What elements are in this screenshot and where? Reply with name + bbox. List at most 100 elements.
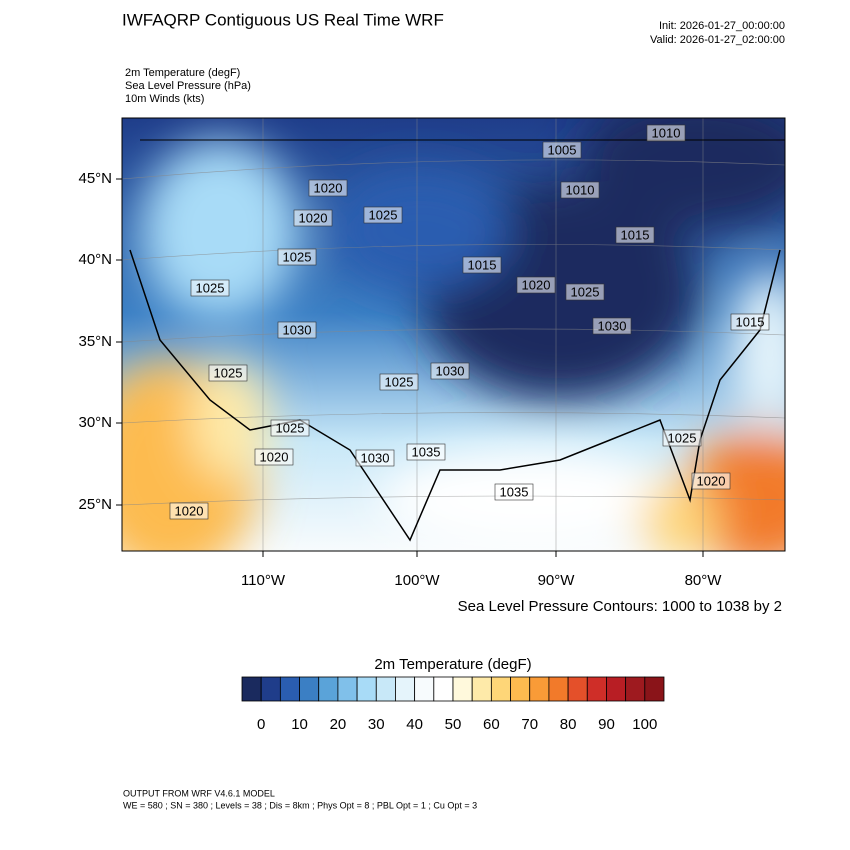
footer-line: OUTPUT FROM WRF V4.6.1 MODEL — [123, 788, 275, 798]
contour-label: 1020 — [314, 180, 343, 195]
contour-label-box — [277, 321, 317, 339]
colorbar-swatch — [606, 676, 627, 702]
contour-label: 1025 — [283, 249, 312, 264]
contour-label-box — [462, 256, 502, 274]
lat-label: 40°N — [78, 251, 112, 268]
colorbar-swatch — [395, 676, 416, 702]
contour-label-box — [542, 141, 582, 159]
colorbar-swatch — [548, 676, 569, 702]
lon-label: 110°W — [241, 572, 286, 589]
contour-label-box — [662, 429, 702, 447]
contour-label-box — [270, 419, 310, 437]
contour-label: 1025 — [571, 284, 600, 299]
contour-label: 1025 — [214, 365, 243, 380]
footer-line: WE = 580 ; SN = 380 ; Levels = 38 ; Dis … — [123, 800, 477, 810]
field-label: 10m Winds (kts) — [125, 93, 204, 105]
contour-label: 1015 — [736, 314, 765, 329]
lat-label: 35°N — [78, 333, 112, 350]
colorbar-swatch — [452, 676, 473, 702]
contour-label-box — [406, 443, 446, 461]
contour-label: 1020 — [522, 277, 551, 292]
colorbar-swatch — [529, 676, 550, 702]
colorbar-swatch — [299, 676, 320, 702]
colorbar-label: 40 — [406, 716, 423, 733]
colorbar-swatch — [510, 676, 531, 702]
contour-label: 1030 — [283, 322, 312, 337]
colorbar-swatch — [260, 676, 281, 702]
contour-label: 1020 — [260, 449, 289, 464]
colorbar-swatch — [625, 676, 646, 702]
colorbar-swatch — [375, 676, 396, 702]
colorbar-label: 100 — [632, 716, 657, 733]
colorbar-label: 20 — [330, 716, 347, 733]
colorbar-label: 80 — [560, 716, 577, 733]
contour-label: 1030 — [436, 363, 465, 378]
contour-label-box — [379, 373, 419, 391]
contour-label-box — [560, 181, 600, 199]
lon-label: 100°W — [394, 572, 440, 589]
contour-label-box — [169, 502, 209, 520]
contour-label: 1035 — [500, 484, 529, 499]
field-label: 2m Temperature (degF) — [125, 67, 240, 79]
lon-label: 90°W — [538, 572, 576, 589]
contour-label-box — [516, 276, 556, 294]
colorbar-swatch — [356, 676, 377, 702]
contour-label-box — [592, 317, 632, 335]
valid-time: Valid: 2026-01-27_02:00:00 — [650, 34, 785, 46]
map-frame — [121, 117, 786, 552]
colorbar-label: 70 — [521, 716, 538, 733]
colorbar-swatch — [586, 676, 607, 702]
colorbar-swatch — [279, 676, 300, 702]
contour-label: 1035 — [412, 444, 441, 459]
colorbar-label: 30 — [368, 716, 385, 733]
lat-label: 25°N — [78, 496, 112, 513]
contour-label: 1025 — [668, 430, 697, 445]
contour-note: Sea Level Pressure Contours: 1000 to 103… — [458, 598, 782, 615]
contour-label: 1010 — [652, 125, 681, 140]
contour-label: 1015 — [468, 257, 497, 272]
contour-label: 1005 — [548, 142, 577, 157]
lat-label: 45°N — [78, 170, 112, 187]
colorbar-swatch — [241, 676, 262, 702]
contour-label-box — [293, 209, 333, 227]
contour-label-box — [730, 313, 770, 331]
contour-label-box — [355, 449, 395, 467]
contour-label: 1025 — [369, 207, 398, 222]
colorbar-title: 2m Temperature (degF) — [374, 656, 531, 673]
field-label: Sea Level Pressure (hPa) — [125, 80, 251, 92]
contour-label-box — [363, 206, 403, 224]
colorbar-swatch — [644, 676, 665, 702]
contour-label: 1025 — [196, 280, 225, 295]
title: IWFAQRP Contiguous US Real Time WRF — [122, 10, 444, 29]
contour-label: 1025 — [276, 420, 305, 435]
contour-label-box — [494, 483, 534, 501]
contour-label: 1030 — [598, 318, 627, 333]
colorbar-swatch — [337, 676, 358, 702]
contour-label-box — [615, 226, 655, 244]
contour-label-box — [430, 362, 470, 380]
contour-label-box — [565, 283, 605, 301]
contour-label-box — [277, 248, 317, 266]
contour-label: 1020 — [697, 473, 726, 488]
contour-label: 1010 — [566, 182, 595, 197]
map-field — [122, 118, 785, 551]
colorbar-swatch — [414, 676, 435, 702]
lat-label: 30°N — [78, 414, 112, 431]
colorbar-swatch — [490, 676, 511, 702]
contour-label-box — [308, 179, 348, 197]
contour-label-box — [208, 364, 248, 382]
colorbar-swatch — [318, 676, 339, 702]
contour-label: 1025 — [385, 374, 414, 389]
colorbar-swatch — [567, 676, 588, 702]
colorbar-label: 50 — [445, 716, 462, 733]
lon-label: 80°W — [685, 572, 723, 589]
contour-label-box — [254, 448, 294, 466]
init-time: Init: 2026-01-27_00:00:00 — [659, 20, 785, 32]
contour-label: 1015 — [621, 227, 650, 242]
contour-label-box — [646, 124, 686, 142]
contour-label: 1020 — [175, 503, 204, 518]
contour-label: 1020 — [299, 210, 328, 225]
contour-label-box — [691, 472, 731, 490]
colorbar-label: 60 — [483, 716, 500, 733]
